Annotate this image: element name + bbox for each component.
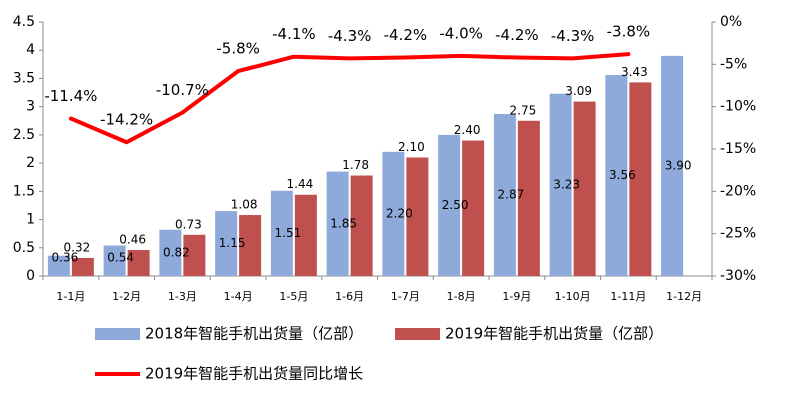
bar-2018 xyxy=(661,55,684,276)
growth-data-label: -10.7% xyxy=(156,81,209,99)
bar-2019 xyxy=(517,120,540,277)
left-tick-label: 4 xyxy=(26,42,35,58)
data-label-2019: 3.43 xyxy=(621,65,648,79)
data-label-2019: 2.10 xyxy=(398,140,425,154)
left-tick-label: 2.5 xyxy=(13,127,35,143)
x-tick-label: 1-6月 xyxy=(335,290,364,303)
data-label-2018: 3.23 xyxy=(553,177,580,191)
legend-swatch-2019 xyxy=(395,328,440,340)
x-tick-label: 1-4月 xyxy=(224,290,253,303)
x-tick-label: 1-3月 xyxy=(168,290,197,303)
bar-2019 xyxy=(629,82,652,276)
bar-2019 xyxy=(239,215,262,276)
data-label-2019: 2.75 xyxy=(510,103,537,117)
growth-data-label: -11.4% xyxy=(44,87,97,105)
bar-2019 xyxy=(294,194,317,276)
bar-2018 xyxy=(382,151,405,276)
bar-2019 xyxy=(462,140,485,276)
data-label-2019: 0.46 xyxy=(119,233,146,247)
bar-2018 xyxy=(103,245,126,276)
left-tick-label: 0.5 xyxy=(13,240,35,256)
data-label-2019: 0.73 xyxy=(175,217,202,231)
bar-2019 xyxy=(71,257,94,276)
growth-data-label: -4.2% xyxy=(495,26,539,44)
data-label-2019: 0.32 xyxy=(64,240,91,254)
growth-data-label: -4.3% xyxy=(328,27,372,45)
left-tick-label: 4.5 xyxy=(13,14,35,30)
data-label-2019: 1.08 xyxy=(231,198,258,212)
bar-2018 xyxy=(270,190,293,276)
data-label-2018: 2.50 xyxy=(442,198,469,212)
bar-2018 xyxy=(215,211,238,276)
left-tick-label: 3.5 xyxy=(13,70,35,86)
bar-2018 xyxy=(47,255,70,276)
bar-2018 xyxy=(493,114,516,276)
right-tick-label: -25% xyxy=(720,226,756,242)
data-label-2018: 0.54 xyxy=(107,251,134,265)
data-label-2018: 0.36 xyxy=(52,251,79,265)
growth-data-label: -4.1% xyxy=(272,25,316,43)
right-tick-label: -15% xyxy=(720,141,756,157)
legend-label-growth: 2019年智能手机出货量同比增长 xyxy=(145,365,363,383)
data-label-2018: 0.82 xyxy=(163,245,190,259)
growth-data-label: -3.8% xyxy=(607,23,651,41)
growth-data-label: -4.0% xyxy=(439,24,483,42)
growth-data-label: -4.2% xyxy=(384,26,428,44)
bar-2018 xyxy=(438,134,461,276)
right-tick-label: 0% xyxy=(720,14,742,30)
right-tick-label: -20% xyxy=(720,183,756,199)
data-label-2019: 1.44 xyxy=(287,177,314,191)
x-tick-label: 1-9月 xyxy=(502,290,531,303)
x-tick-label: 1-5月 xyxy=(279,290,308,303)
data-label-2019: 1.78 xyxy=(342,158,369,172)
data-label-2019: 2.40 xyxy=(454,123,481,137)
growth-data-label: -5.8% xyxy=(216,40,260,58)
data-label-2019: 3.09 xyxy=(565,84,592,98)
x-tick-label: 1-10月 xyxy=(555,290,591,303)
bar-2019 xyxy=(350,175,373,276)
growth-data-label: -14.2% xyxy=(100,111,153,129)
x-tick-label: 1-8月 xyxy=(447,290,476,303)
data-label-2018: 2.87 xyxy=(498,188,525,202)
left-tick-label: 1.5 xyxy=(13,183,35,199)
left-tick-label: 0 xyxy=(26,268,35,284)
bar-2019 xyxy=(573,101,596,276)
bar-2018 xyxy=(549,93,572,276)
x-tick-label: 1-1月 xyxy=(56,290,85,303)
x-tick-label: 1-11月 xyxy=(610,290,646,303)
left-tick-label: 1 xyxy=(26,212,35,228)
bar-2018 xyxy=(605,75,628,277)
data-label-2018: 3.56 xyxy=(609,168,636,182)
right-tick-label: -5% xyxy=(720,56,747,72)
data-label-2018: 1.51 xyxy=(275,226,302,240)
bar-2019 xyxy=(406,157,429,276)
left-tick-label: 3 xyxy=(26,99,35,115)
x-tick-label: 1-12月 xyxy=(666,290,702,303)
x-tick-label: 1-7月 xyxy=(391,290,420,303)
growth-line xyxy=(68,52,631,145)
data-label-2018: 2.20 xyxy=(386,206,413,220)
data-label-2018: 1.15 xyxy=(219,236,246,250)
legend-swatch-2018 xyxy=(95,328,140,340)
legend-label-2018: 2018年智能手机出货量（亿部） xyxy=(145,325,363,343)
x-tick-label: 1-2月 xyxy=(112,290,141,303)
right-tick-label: -30% xyxy=(720,268,756,284)
legend-label-2019: 2019年智能手机出货量（亿部） xyxy=(445,325,663,343)
bar-2018 xyxy=(159,229,182,276)
left-tick-label: 2 xyxy=(26,155,35,171)
bar-2019 xyxy=(183,234,206,276)
right-tick-label: -10% xyxy=(720,99,756,115)
data-label-2018: 3.90 xyxy=(665,158,692,172)
growth-data-label: -4.3% xyxy=(551,27,595,45)
data-label-2018: 1.85 xyxy=(330,216,357,230)
bar-2018 xyxy=(326,171,349,276)
bar-2019 xyxy=(127,250,150,276)
